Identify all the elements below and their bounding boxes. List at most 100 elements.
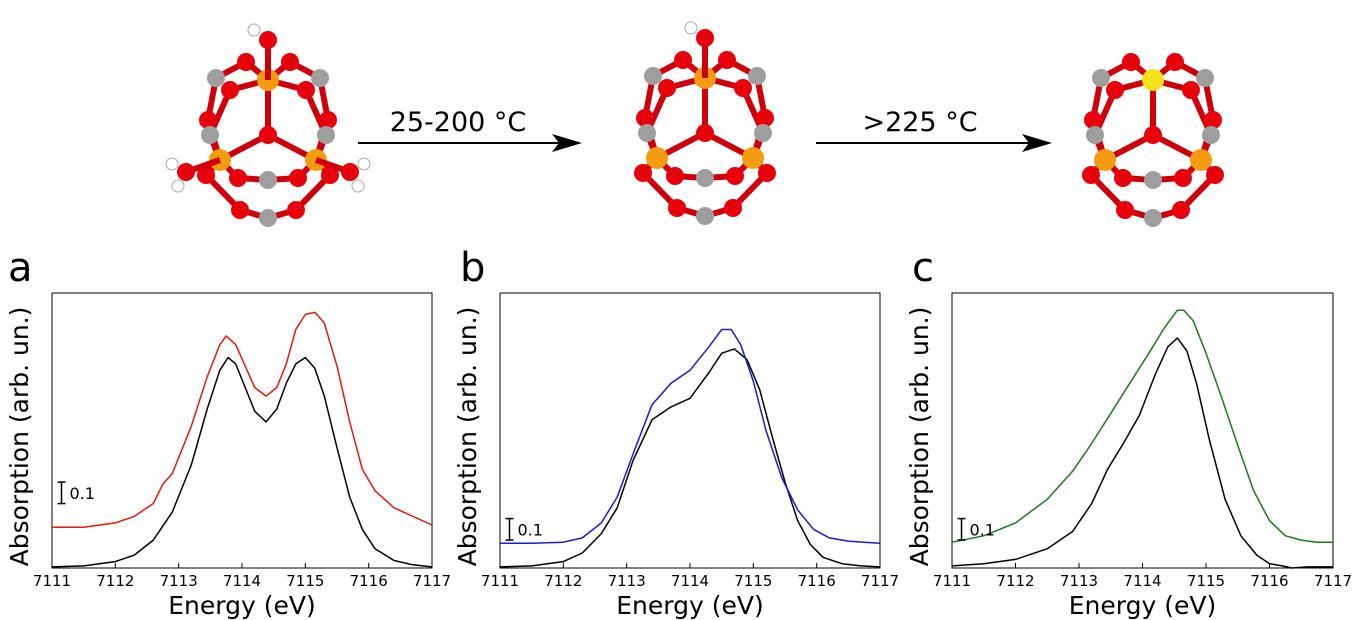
x-tick-label: 7111 [33,572,71,590]
molecule-2 [634,21,776,225]
oxygen-atom [696,124,714,142]
oxygen-atom [289,169,307,187]
molecule-1 [165,23,371,227]
oxygen-atom [341,163,359,181]
oxygen-atom [758,164,776,182]
oxygen-atom [259,126,277,144]
x-tick-label: 7117 [1314,572,1352,590]
x-tick-label: 7111 [481,572,519,590]
hydrogen-atom [351,179,365,193]
carbon-atom [1202,126,1220,144]
carbon-atom [1144,171,1162,189]
series-line-1 [52,311,433,528]
reaction-scheme: 25-200 °C >225 °C [165,21,1224,227]
oxygen-atom [259,31,277,49]
carbon-atom [1196,69,1214,87]
oxygen-atom [237,53,255,71]
x-tick-label: 7113 [1060,572,1098,590]
carbon-atom [311,69,329,87]
molecule-3 [1082,53,1224,227]
oxygen-atom [1204,111,1222,129]
carbon-atom [696,207,714,225]
arrow-2-label: >225 °C [862,107,977,138]
panel-label: c [912,245,934,291]
oxygen-atom [1116,201,1134,219]
carbon-atom [207,69,225,87]
plot-frame [499,292,881,569]
arrow-2 [816,134,1052,152]
oxygen-atom [177,163,195,181]
iron-atom [1190,149,1212,171]
oxygen-atom [281,53,299,71]
oxygen-atom [726,167,744,185]
oxygen-atom [1122,53,1140,71]
hydrogen-atom [247,23,261,37]
panel-b: b 7111 7112 7113 7114 7115 7116 7117 Energy (eV)… [453,245,899,620]
oxygen-atom [724,199,742,217]
oxygen-atom [666,167,684,185]
iron-atom [1142,69,1164,91]
y-axis-label: Absorption (arb. un.) [905,307,934,567]
x-tick-label: 7112 [996,572,1034,590]
scale-bar-label: 0.1 [70,484,95,503]
oxygen-atom [231,201,249,219]
arrow-1-label: 25-200 °C [390,107,527,138]
hydrogen-atom [357,157,371,171]
oxygen-atom [636,109,654,127]
oxygen-atom [734,79,752,97]
oxygen-atom [674,51,692,69]
oxygen-atom [197,166,215,184]
series-line-0 [951,337,1333,569]
carbon-atom [201,126,219,144]
oxygen-atom [1182,81,1200,99]
oxygen-atom [221,81,239,99]
x-tick-label: 7114 [223,572,261,590]
series-line-0 [499,348,881,568]
x-tick-label: 7116 [350,572,388,590]
carbon-atom [638,124,656,142]
oxygen-atom [1172,201,1190,219]
x-tick-label: 7115 [286,572,324,590]
oxygen-atom [1166,53,1184,71]
oxygen-atom [1084,111,1102,129]
panel-a: a 7111 7112 7113 7114 7115 7116 7117 Energy (eV)… [5,245,451,620]
carbon-atom [259,171,277,189]
oxygen-atom [718,51,736,69]
x-tick-label: 7112 [96,572,134,590]
plot-frame [51,292,433,569]
carbon-atom [1086,126,1104,144]
scale-bar-label: 0.1 [970,520,995,539]
x-tick-label: 7116 [1250,572,1288,590]
oxygen-atom [1114,169,1132,187]
oxygen-atom [1174,169,1192,187]
hydrogen-atom [684,21,698,35]
carbon-atom [259,209,277,227]
oxygen-atom [297,81,315,99]
scale-bar-label: 0.1 [518,520,543,539]
panel-c: c 7111 7112 7113 7114 7115 7116 7117 Energy (eV)… [905,245,1352,620]
carbon-atom [754,124,772,142]
x-tick-label: 7117 [413,572,451,590]
oxygen-atom [756,109,774,127]
x-tick-label: 7113 [608,572,646,590]
series-line-1 [951,309,1333,543]
oxygen-atom [1144,126,1162,144]
x-axis-label: Energy (eV) [616,591,763,620]
hydrogen-atom [171,179,185,193]
carbon-atom [1092,69,1110,87]
iron-atom [1094,149,1116,171]
oxygen-atom [287,201,305,219]
oxygen-atom [1206,166,1224,184]
x-tick-label: 7115 [1187,572,1225,590]
oxygen-atom [321,166,339,184]
x-tick-label: 7114 [1123,572,1161,590]
oxygen-atom [199,111,217,129]
carbon-atom [748,67,766,85]
oxygen-atom [668,199,686,217]
x-tick-label: 7113 [160,572,198,590]
x-tick-label: 7114 [671,572,709,590]
x-tick-label: 7117 [861,572,899,590]
carbon-atom [317,126,335,144]
x-tick-label: 7116 [798,572,836,590]
